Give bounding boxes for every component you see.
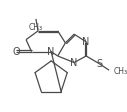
Text: N: N: [82, 37, 90, 47]
Text: CH₃: CH₃: [29, 23, 43, 32]
Text: N: N: [47, 47, 55, 57]
Text: S: S: [96, 59, 102, 69]
Text: CH₃: CH₃: [113, 67, 127, 76]
Text: N: N: [70, 58, 78, 68]
Text: O: O: [12, 47, 20, 57]
